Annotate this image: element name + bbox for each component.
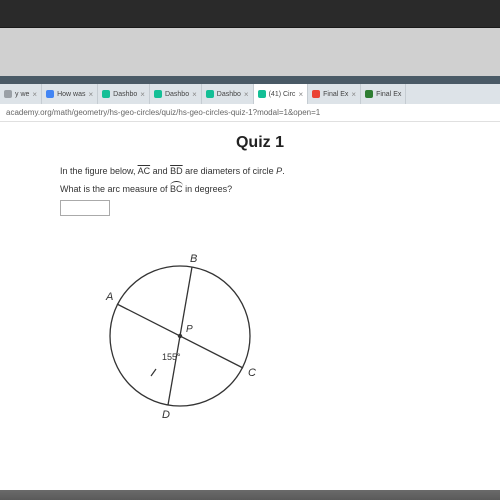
- tab-label: Dashbo: [113, 91, 137, 98]
- text: and: [150, 166, 170, 176]
- tab-close-icon[interactable]: ×: [298, 90, 303, 99]
- tab-favicon: [258, 90, 266, 98]
- circle-figure: A B C D P 155°: [80, 226, 280, 426]
- label-P: P: [186, 324, 193, 335]
- tab-favicon: [4, 90, 12, 98]
- tab-close-icon[interactable]: ×: [140, 90, 145, 99]
- label-B: B: [190, 253, 197, 265]
- tab-6[interactable]: Final Ex ×: [308, 84, 361, 104]
- segment-BD: BD: [170, 166, 183, 176]
- tab-strip: y we × How was × Dashbo × Dashbo × Dashb…: [0, 84, 500, 104]
- address-bar[interactable]: academy.org/math/geometry/hs-geo-circles…: [0, 104, 500, 122]
- tab-4[interactable]: Dashbo ×: [202, 84, 254, 104]
- tab-1[interactable]: How was ×: [42, 84, 98, 104]
- center-dot: [178, 334, 182, 338]
- text: .: [282, 166, 285, 176]
- answer-input[interactable]: [60, 200, 110, 216]
- tab-3[interactable]: Dashbo ×: [150, 84, 202, 104]
- tab-label: Final Ex: [323, 91, 348, 98]
- tab-label: Dashbo: [165, 91, 189, 98]
- tab-label: How was: [57, 91, 85, 98]
- label-A: A: [105, 291, 113, 303]
- label-D: D: [162, 409, 170, 421]
- quiz-title: Quiz 1: [60, 134, 460, 152]
- tab-close-icon[interactable]: ×: [32, 90, 37, 99]
- tab-label: Dashbo: [217, 91, 241, 98]
- angle-155: 155°: [162, 352, 181, 362]
- arc-tick: [151, 369, 156, 376]
- tab-close-icon[interactable]: ×: [88, 90, 93, 99]
- tab-favicon: [312, 90, 320, 98]
- tab-label: Final Ex: [376, 91, 401, 98]
- tab-favicon: [154, 90, 162, 98]
- tab-0[interactable]: y we ×: [0, 84, 42, 104]
- tab-close-icon[interactable]: ×: [244, 90, 249, 99]
- tab-close-icon[interactable]: ×: [192, 90, 197, 99]
- arc-BC: BC: [170, 182, 183, 194]
- tab-label: (41) Circ: [269, 91, 296, 98]
- text: In the figure below,: [60, 166, 138, 176]
- question-line-1: In the figure below, AC and BD are diame…: [60, 166, 460, 176]
- url-text: academy.org/math/geometry/hs-geo-circles…: [6, 108, 320, 117]
- tab-favicon: [206, 90, 214, 98]
- text: What is the arc measure of: [60, 184, 170, 194]
- device-base: [0, 490, 500, 500]
- segment-AC: AC: [138, 166, 151, 176]
- tab-5-active[interactable]: (41) Circ ×: [254, 84, 309, 104]
- screen-area: y we × How was × Dashbo × Dashbo × Dashb…: [0, 28, 500, 500]
- quiz-content: Quiz 1 In the figure below, AC and BD ar…: [0, 122, 500, 500]
- tab-favicon: [46, 90, 54, 98]
- text: in degrees?: [183, 184, 233, 194]
- tab-label: y we: [15, 91, 29, 98]
- tab-7[interactable]: Final Ex: [361, 84, 406, 104]
- laptop-bezel: [0, 0, 500, 28]
- tab-favicon: [365, 90, 373, 98]
- tab-2[interactable]: Dashbo ×: [98, 84, 150, 104]
- tab-close-icon[interactable]: ×: [351, 90, 356, 99]
- tab-favicon: [102, 90, 110, 98]
- text: are diameters of circle: [183, 166, 277, 176]
- label-C: C: [248, 367, 256, 379]
- browser-window-frame: [0, 76, 500, 84]
- question-line-2: What is the arc measure of BC in degrees…: [60, 182, 460, 194]
- device-frame: y we × How was × Dashbo × Dashbo × Dashb…: [0, 0, 500, 500]
